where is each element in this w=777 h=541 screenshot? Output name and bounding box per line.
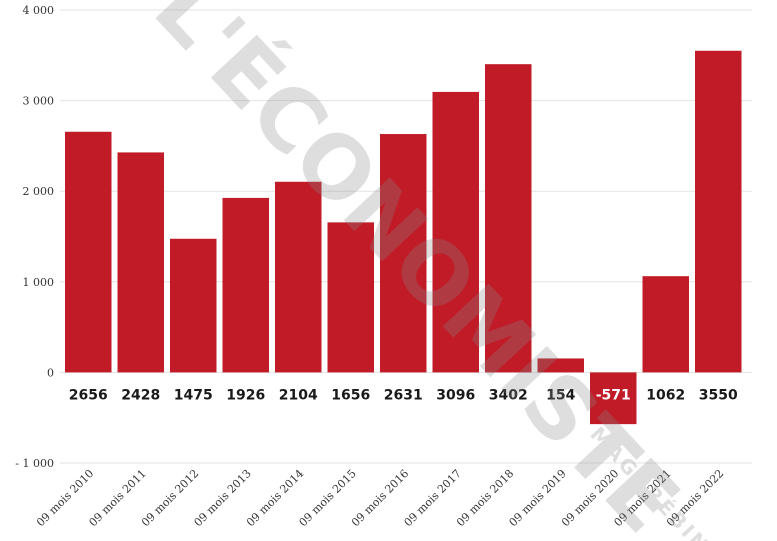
data-labels: 2656 2428 1475 1926 2104 1656 2631 3096 3402 154 -…	[69, 387, 738, 403]
bar	[695, 50, 742, 373]
bar	[537, 358, 584, 373]
y-tick-label: 1 000	[23, 276, 55, 289]
bar	[65, 131, 112, 373]
data-label: 2428	[121, 387, 160, 403]
y-tick-label: - 1 000	[15, 457, 54, 470]
bar	[170, 238, 217, 373]
data-label: 2631	[384, 387, 423, 403]
bar	[432, 91, 479, 373]
data-label: 3096	[436, 387, 475, 403]
bar	[117, 152, 164, 373]
data-label: 2104	[279, 387, 318, 403]
bar	[485, 64, 532, 373]
watermark: L'ÉCONOMISTE MAGHRÉBIN	[135, 0, 715, 541]
bar	[275, 181, 322, 373]
y-tick-label: 2 000	[23, 185, 55, 198]
bar	[590, 372, 637, 425]
bar	[380, 134, 427, 373]
bars	[65, 50, 742, 425]
y-tick-label: 0	[47, 366, 54, 379]
bar	[642, 276, 689, 373]
data-label: 1656	[331, 387, 370, 403]
data-label: 3550	[699, 387, 738, 403]
data-label: 3402	[489, 387, 528, 403]
data-label: 2656	[69, 387, 108, 403]
data-label: 1475	[174, 387, 213, 403]
data-label: -571	[596, 387, 631, 403]
y-tick-label: 4 000	[23, 4, 55, 17]
y-tick-label: 3 000	[23, 95, 55, 108]
data-label: 154	[546, 387, 575, 403]
bar	[222, 197, 269, 373]
bar	[327, 222, 374, 373]
y-axis-ticks: 4 000 3 000 2 000 1 000 0 - 1 000	[15, 4, 54, 470]
data-label: 1062	[646, 387, 685, 403]
data-label: 1926	[226, 387, 265, 403]
